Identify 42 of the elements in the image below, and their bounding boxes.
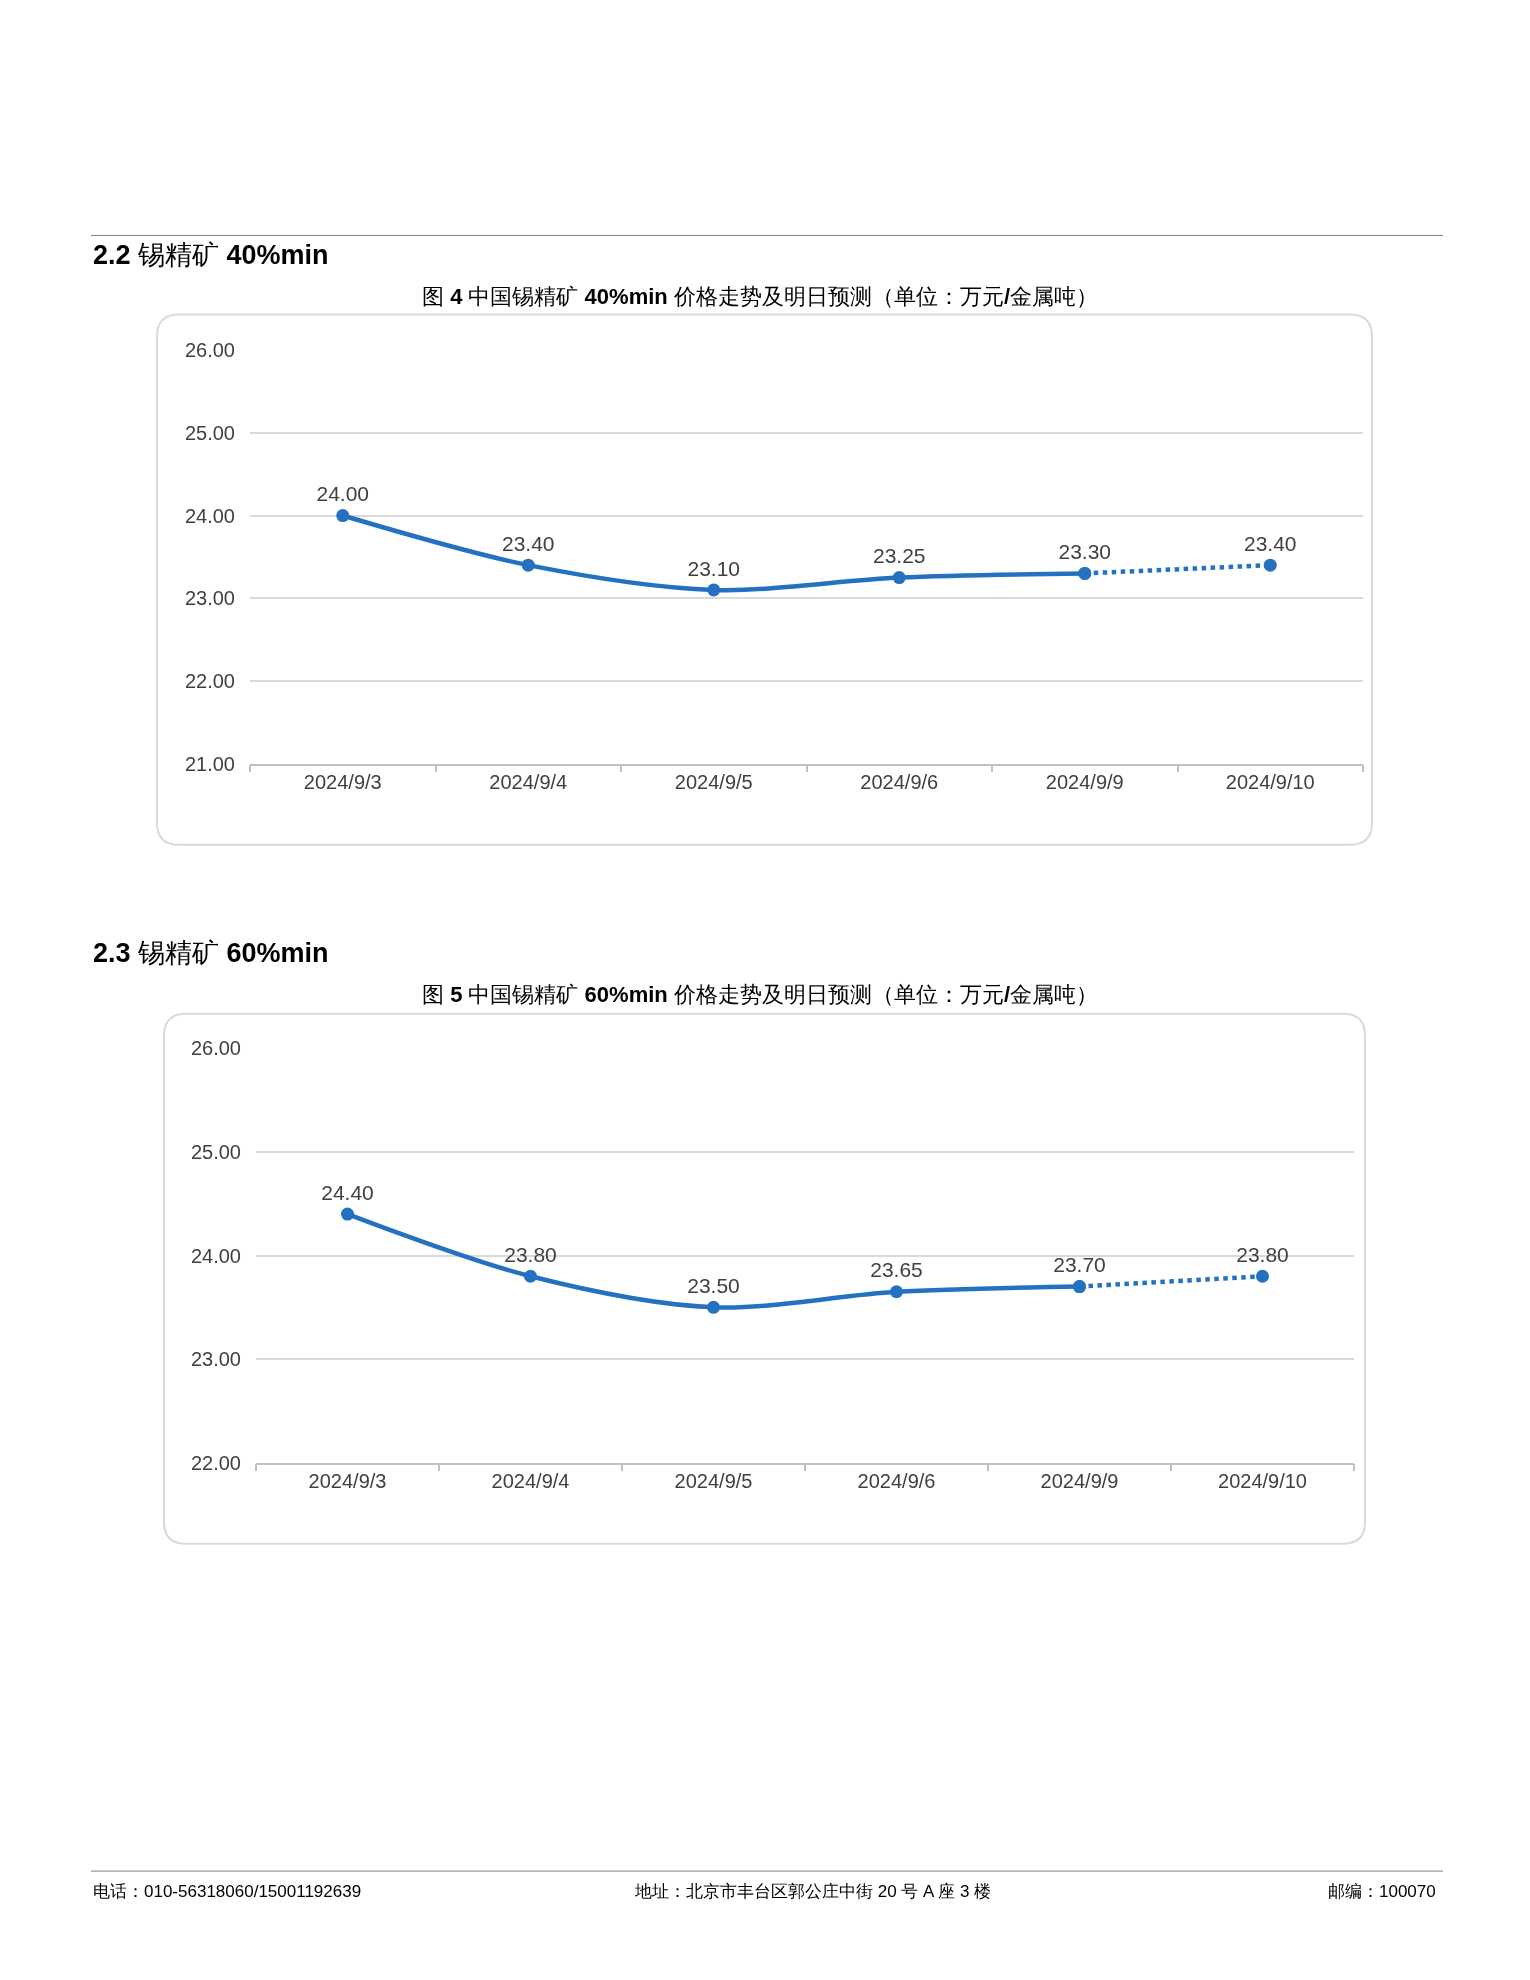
- y-tick-label: 22.00: [184, 669, 235, 692]
- y-tick-label: 21.00: [184, 752, 235, 775]
- data-label: 23.40: [1243, 531, 1297, 555]
- data-label: 24.40: [321, 1180, 374, 1204]
- y-tick-label: 22.00: [190, 1451, 241, 1474]
- x-tick-label: 2024/9/6: [857, 1470, 936, 1493]
- data-label: 23.65: [870, 1258, 923, 1282]
- x-tick-label: 2024/9/4: [489, 771, 568, 794]
- x-tick-label: 2024/9/5: [674, 1470, 753, 1493]
- y-tick-label: 23.00: [184, 587, 235, 610]
- text: 地址：北京市丰台区郭公庄中街 20 号 A 座 3 楼: [634, 1882, 992, 1901]
- y-tick-label: 26.00: [190, 1037, 241, 1060]
- data-label: 23.80: [1236, 1242, 1289, 1266]
- x-tick-label: 2024/9/10: [1218, 1470, 1307, 1493]
- y-tick-label: 24.00: [190, 1244, 241, 1267]
- x-tick-label: 2024/9/10: [1225, 771, 1315, 794]
- x-tick-label: 2024/9/9: [1045, 771, 1124, 794]
- y-tick-label: 26.00: [184, 339, 235, 362]
- text: 邮编：100070: [1328, 1882, 1436, 1901]
- chart-title: 2.2 锡精矿 40%min: [93, 240, 329, 270]
- x-tick-label: 2024/9/6: [860, 771, 939, 794]
- y-tick-label: 23.00: [190, 1348, 241, 1371]
- data-label: 23.50: [687, 1273, 740, 1297]
- data-label: 23.80: [504, 1242, 557, 1266]
- chart-title: 2.3 锡精矿 60%min: [93, 938, 329, 968]
- data-label: 23.70: [1053, 1253, 1106, 1277]
- data-label: 24.00: [316, 482, 370, 506]
- x-tick-label: 2024/9/4: [491, 1470, 570, 1493]
- y-tick-label: 25.00: [190, 1140, 241, 1163]
- data-label: 23.25: [872, 544, 926, 568]
- text: 电话：010-56318060/15001192639: [93, 1882, 362, 1901]
- x-tick-label: 2024/9/3: [303, 771, 382, 794]
- x-tick-label: 2024/9/3: [308, 1470, 387, 1493]
- data-label: 23.40: [501, 531, 555, 555]
- x-tick-label: 2024/9/9: [1040, 1470, 1119, 1493]
- chart-subtitle: 图 5 中国锡精矿 60%min 价格走势及明日预测（单位：万元/金属吨）: [422, 982, 1099, 1007]
- x-tick-label: 2024/9/5: [674, 771, 753, 794]
- data-label: 23.10: [687, 556, 741, 580]
- y-tick-label: 25.00: [184, 421, 235, 444]
- chart-subtitle: 图 4 中国锡精矿 40%min 价格走势及明日预测（单位：万元/金属吨）: [422, 284, 1099, 309]
- y-tick-label: 24.00: [184, 504, 235, 527]
- data-label: 23.30: [1058, 540, 1112, 564]
